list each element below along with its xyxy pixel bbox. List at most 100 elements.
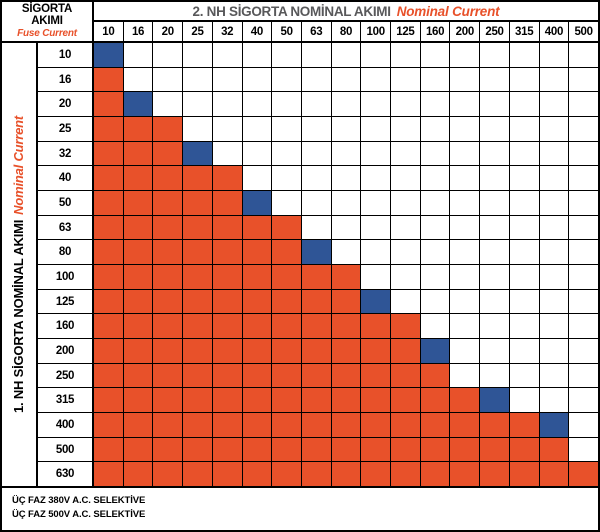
matrix-cell: [272, 437, 302, 462]
matrix-cell: [331, 92, 362, 117]
matrix-cell: [272, 289, 302, 314]
matrix-row-cells: [94, 339, 598, 363]
matrix-cell: [539, 265, 570, 289]
matrix-cell: [569, 67, 598, 92]
matrix-cell: [480, 43, 510, 67]
matrix-cell: [301, 388, 332, 413]
matrix-cell: [569, 43, 598, 67]
matrix-cell: [123, 43, 154, 67]
column-header-cell: 400: [540, 22, 570, 41]
matrix-cell: [301, 240, 332, 265]
matrix-cell: [420, 117, 451, 141]
matrix-cell: [123, 289, 154, 314]
matrix-cell: [539, 413, 570, 437]
matrix-cell: [569, 141, 598, 166]
matrix-cell: [242, 92, 273, 117]
matrix-cell: [331, 388, 362, 413]
row-header-cell: 80: [38, 240, 94, 265]
matrix-cell: [242, 363, 273, 388]
matrix-cell: [361, 437, 392, 462]
top-header-title: 2. NH SİGORTA NOMİNAL AKIMI Nominal Curr…: [94, 2, 598, 22]
matrix-cell: [153, 314, 184, 339]
matrix-cell: [123, 339, 154, 363]
row-header-cell: 250: [38, 363, 94, 388]
matrix-cell: [331, 215, 362, 240]
matrix-cell: [331, 413, 362, 437]
side-header-title-tr: 1. NH SİGORTA NOMİNAL AKIMI: [11, 219, 27, 414]
matrix-cell: [509, 117, 540, 141]
column-header-cell: 63: [302, 22, 332, 41]
matrix-cell: [153, 289, 184, 314]
matrix-cell: [242, 437, 273, 462]
matrix-row: 250: [38, 363, 598, 389]
matrix-cell: [94, 43, 124, 67]
matrix-row: 16: [38, 67, 598, 93]
matrix-cell: [272, 314, 302, 339]
matrix-cell: [509, 67, 540, 92]
matrix-cell: [420, 289, 451, 314]
matrix-cell: [539, 92, 570, 117]
matrix-row-cells: [94, 191, 598, 215]
matrix-cell: [569, 215, 598, 240]
matrix-cell: [480, 289, 510, 314]
column-header-cell: 80: [332, 22, 362, 41]
row-header-cell: 160: [38, 314, 94, 339]
matrix-cell: [420, 191, 451, 215]
matrix-row-cells: [94, 462, 598, 487]
column-header-cell: 125: [391, 22, 421, 41]
matrix-cell: [361, 166, 392, 191]
matrix-cell: [361, 413, 392, 437]
matrix-cell: [272, 215, 302, 240]
matrix-cell: [539, 67, 570, 92]
matrix-cell: [94, 437, 124, 462]
matrix-cell: [153, 339, 184, 363]
matrix-cell: [420, 240, 451, 265]
matrix-cell: [331, 141, 362, 166]
matrix-cell: [94, 265, 124, 289]
matrix-row-cells: [94, 240, 598, 265]
matrix-cell: [272, 462, 302, 487]
matrix-cell: [391, 462, 421, 487]
matrix-cell: [480, 166, 510, 191]
matrix-cell: [183, 462, 213, 487]
matrix-cell: [509, 92, 540, 117]
matrix-cell: [391, 67, 421, 92]
matrix-cell: [361, 141, 392, 166]
matrix-cell: [242, 462, 273, 487]
top-banner: 2. NH SİGORTA NOMİNAL AKIMI Nominal Curr…: [2, 2, 598, 22]
matrix-cell: [153, 265, 184, 289]
matrix-cell: [94, 67, 124, 92]
matrix-cell: [94, 289, 124, 314]
matrix-cell: [272, 166, 302, 191]
matrix-cell: [420, 67, 451, 92]
matrix-cell: [272, 141, 302, 166]
corner-label-line3: Fuse Current: [17, 27, 77, 39]
top-header-title-tr: 2. NH SİGORTA NOMİNAL AKIMI: [192, 3, 391, 19]
matrix-cell: [420, 363, 451, 388]
column-header-cell: 315: [510, 22, 540, 41]
matrix-cell: [123, 265, 154, 289]
matrix-cell: [123, 215, 154, 240]
column-header-cell: 25: [183, 22, 213, 41]
matrix-cell: [183, 289, 213, 314]
matrix-cell: [539, 141, 570, 166]
column-header-cell: 160: [421, 22, 451, 41]
matrix-cell: [153, 166, 184, 191]
matrix-cell: [272, 388, 302, 413]
matrix-cell: [183, 215, 213, 240]
matrix-cell: [569, 117, 598, 141]
matrix-cell: [509, 314, 540, 339]
matrix-cell: [123, 191, 154, 215]
matrix-cell: [420, 388, 451, 413]
column-header-cell: 40: [243, 22, 273, 41]
matrix-cell: [212, 289, 243, 314]
matrix-cell: [242, 215, 273, 240]
matrix-cell: [361, 43, 392, 67]
row-header-cell: 500: [38, 437, 94, 462]
matrix-cell: [123, 413, 154, 437]
matrix-cell: [123, 363, 154, 388]
matrix-cell: [361, 67, 392, 92]
column-header-cell: 20: [153, 22, 184, 41]
matrix-cell: [391, 413, 421, 437]
matrix-cell: [331, 462, 362, 487]
